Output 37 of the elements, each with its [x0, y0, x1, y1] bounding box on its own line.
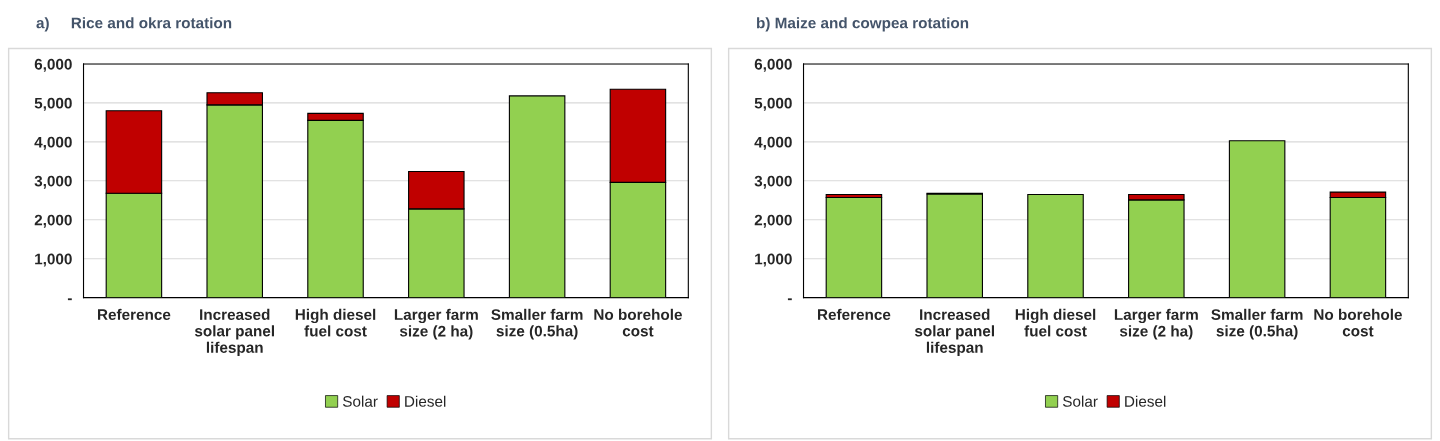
chart-title: b) Maize and cowpea rotation — [757, 17, 969, 32]
legend-label: Diesel — [405, 395, 446, 407]
y-tick-label: - — [67, 298, 72, 301]
x-tick-label: High diesel fuel cost — [1015, 308, 1096, 337]
bar — [825, 197, 883, 298]
x-tick-label: Increased solar panel lifespan — [194, 308, 274, 356]
bar — [508, 95, 566, 298]
y-tick-label: 4,000 — [754, 136, 792, 150]
legend-label: Solar — [1062, 395, 1098, 407]
x-tick-label: Reference — [818, 308, 891, 321]
x-tick-label: No borehole cost — [594, 308, 682, 337]
x-tick-label: High diesel fuel cost — [295, 308, 376, 337]
bar — [926, 193, 983, 298]
x-tick-label: Reference — [98, 308, 171, 321]
legend-label: Diesel — [1125, 395, 1166, 407]
y-tick-label: 3,000 — [34, 175, 72, 189]
y-tick-label: 2,000 — [754, 214, 792, 228]
legend-label: Solar — [342, 395, 378, 407]
y-tick-label: 6,000 — [754, 58, 792, 72]
y-tick-label: 2,000 — [34, 214, 72, 228]
y-tick-label: - — [787, 298, 792, 301]
x-tick-label: Smaller farm size (0.5ha) — [491, 308, 583, 340]
chart-title: a) Rice and okra rotation — [36, 17, 232, 32]
y-tick-label: 3,000 — [754, 175, 792, 189]
x-tick-label: Increased solar panel lifespan — [914, 308, 994, 356]
x-tick-label: Smaller farm size (0.5ha) — [1211, 308, 1303, 340]
y-tick-label: 1,000 — [35, 253, 72, 267]
y-tick-label: 5,000 — [754, 97, 792, 111]
x-tick-label: Larger farm size (2 ha) — [1114, 308, 1198, 340]
bar — [1228, 140, 1286, 298]
y-tick-label: 5,000 — [34, 97, 72, 111]
x-tick-label: No borehole cost — [1314, 308, 1402, 337]
y-tick-label: 1,000 — [755, 253, 792, 267]
y-tick-label: 6,000 — [34, 58, 72, 72]
y-tick-label: 4,000 — [34, 136, 72, 150]
x-tick-label: Larger farm size (2 ha) — [394, 308, 478, 340]
bar — [1027, 193, 1084, 298]
